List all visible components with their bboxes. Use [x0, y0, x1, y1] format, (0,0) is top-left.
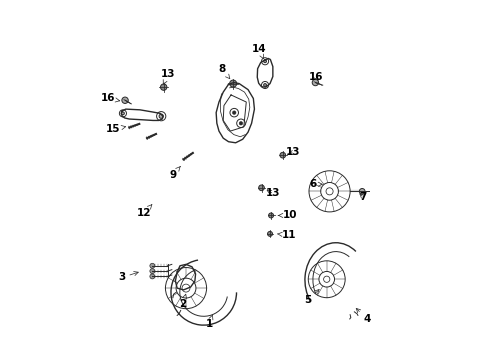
- Circle shape: [159, 114, 163, 118]
- Text: 11: 11: [277, 230, 295, 240]
- Circle shape: [268, 213, 273, 218]
- Text: 16: 16: [308, 72, 323, 82]
- Circle shape: [149, 263, 155, 268]
- Text: 15: 15: [106, 124, 125, 134]
- Circle shape: [258, 185, 264, 191]
- Circle shape: [121, 112, 124, 115]
- Text: 16: 16: [101, 94, 120, 103]
- Text: 13: 13: [161, 69, 175, 84]
- Text: 4: 4: [355, 309, 370, 324]
- Text: 6: 6: [308, 179, 322, 189]
- Text: 13: 13: [265, 189, 280, 198]
- Circle shape: [229, 80, 236, 87]
- Circle shape: [239, 122, 242, 125]
- Text: 9: 9: [169, 167, 180, 180]
- Text: 3: 3: [119, 271, 138, 283]
- Text: 14: 14: [251, 44, 265, 59]
- Circle shape: [122, 97, 128, 103]
- Circle shape: [263, 60, 266, 63]
- Circle shape: [149, 269, 155, 274]
- Text: 1: 1: [205, 315, 212, 329]
- Text: 5: 5: [304, 289, 319, 305]
- Circle shape: [279, 152, 285, 158]
- Text: 2: 2: [179, 294, 186, 309]
- Circle shape: [160, 84, 166, 90]
- Circle shape: [149, 274, 155, 279]
- Circle shape: [359, 189, 364, 194]
- Text: 8: 8: [218, 64, 229, 79]
- Text: 12: 12: [137, 204, 152, 217]
- Circle shape: [267, 231, 272, 237]
- Text: 7: 7: [359, 192, 366, 202]
- Circle shape: [263, 84, 266, 86]
- Text: 10: 10: [278, 211, 297, 220]
- Circle shape: [232, 111, 236, 114]
- Circle shape: [311, 79, 318, 86]
- Text: 13: 13: [285, 147, 300, 157]
